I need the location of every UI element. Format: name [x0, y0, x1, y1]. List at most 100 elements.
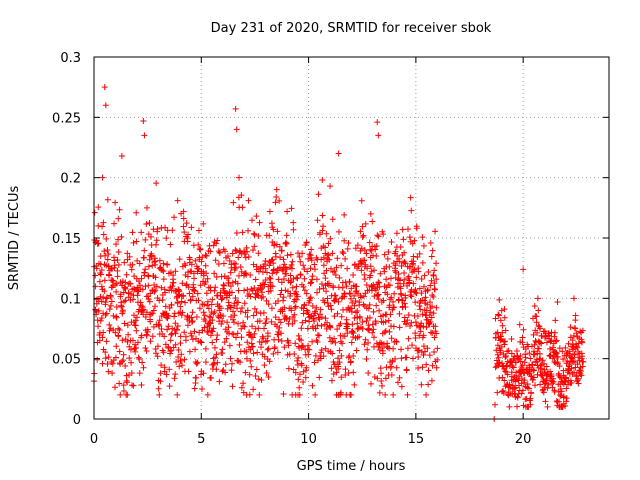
data-point [396, 258, 403, 265]
data-point [579, 363, 586, 370]
data-point [398, 291, 405, 298]
data-point [291, 317, 298, 324]
data-point [328, 377, 335, 384]
data-point [344, 330, 351, 337]
data-point [430, 310, 437, 317]
data-point [188, 314, 195, 321]
data-point [154, 343, 161, 350]
data-point [229, 250, 236, 257]
data-point [211, 344, 218, 351]
data-point [567, 324, 574, 331]
data-point [563, 374, 570, 381]
data-point [124, 250, 131, 257]
data-point [517, 358, 524, 365]
data-point [388, 238, 395, 245]
data-point [500, 390, 507, 397]
data-point [376, 283, 383, 290]
data-point [287, 279, 294, 286]
data-point [393, 338, 400, 345]
data-point [289, 258, 296, 265]
data-point [283, 314, 290, 321]
data-point [302, 317, 309, 324]
data-point [115, 215, 122, 222]
data-point [379, 382, 386, 389]
data-point [413, 274, 420, 281]
data-point [261, 362, 268, 369]
data-point [322, 315, 329, 322]
data-point [276, 243, 283, 250]
data-point [238, 334, 245, 341]
data-point [537, 369, 544, 376]
data-point [555, 370, 562, 377]
data-point [104, 256, 111, 263]
data-point [433, 260, 440, 267]
data-point [168, 301, 175, 308]
data-point [133, 238, 140, 245]
data-point [317, 306, 324, 313]
data-point [331, 268, 338, 275]
data-point [233, 334, 240, 341]
data-point [325, 240, 332, 247]
data-point [235, 287, 242, 294]
data-point [303, 239, 310, 246]
data-point [384, 255, 391, 262]
data-point [390, 304, 397, 311]
data-point [211, 308, 218, 315]
data-point [102, 102, 109, 109]
data-point [127, 280, 134, 287]
data-point [102, 311, 109, 318]
data-point [390, 304, 397, 311]
data-point [257, 263, 264, 270]
data-point [356, 333, 363, 340]
data-point [92, 272, 99, 279]
data-point [127, 297, 134, 304]
data-point [140, 311, 147, 318]
data-point [348, 391, 355, 398]
data-point [371, 267, 378, 274]
data-point [304, 325, 311, 332]
data-point [515, 377, 522, 384]
data-point [520, 326, 527, 333]
data-point [230, 331, 237, 338]
data-point [249, 217, 256, 224]
data-point [280, 390, 287, 397]
data-point [109, 360, 116, 367]
data-point [152, 258, 159, 265]
data-point [303, 364, 310, 371]
data-point [311, 266, 318, 273]
data-point [384, 291, 391, 298]
data-point [342, 372, 349, 379]
data-point [305, 342, 312, 349]
data-point [408, 293, 415, 300]
data-point [119, 337, 126, 344]
data-point [265, 301, 272, 308]
data-point [341, 237, 348, 244]
data-point [105, 354, 112, 361]
data-point [270, 226, 277, 233]
data-point [164, 261, 171, 268]
data-point [224, 253, 231, 260]
data-point [356, 315, 363, 322]
data-point [198, 339, 205, 346]
data-point [382, 318, 389, 325]
data-point [300, 378, 307, 385]
data-point [419, 259, 426, 266]
data-point [295, 354, 302, 361]
data-point [405, 335, 412, 342]
data-point [228, 289, 235, 296]
data-point [132, 348, 139, 355]
data-point [171, 375, 178, 382]
data-point [125, 331, 132, 338]
data-point [508, 336, 515, 343]
x-axis-label: GPS time / hours [297, 459, 406, 474]
data-point [142, 236, 149, 243]
data-points [90, 84, 587, 422]
data-point [308, 257, 315, 264]
data-point [566, 362, 573, 369]
data-point [244, 248, 251, 255]
data-point [250, 230, 257, 237]
data-point [406, 234, 413, 241]
data-point [194, 359, 201, 366]
data-point [554, 298, 561, 305]
data-point [357, 228, 364, 235]
